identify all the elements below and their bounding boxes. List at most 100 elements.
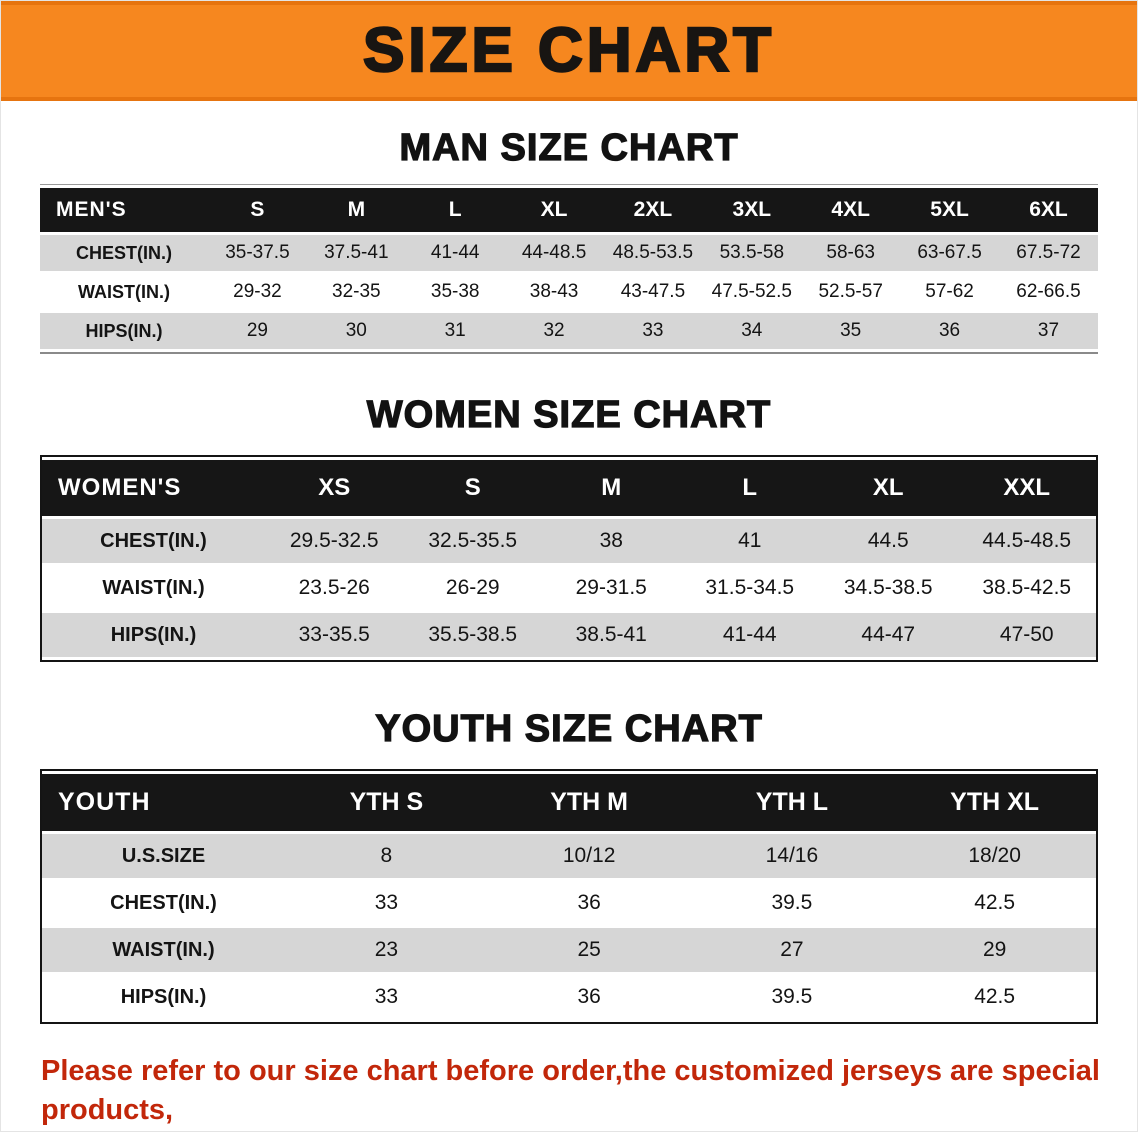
table-title-cell: YOUTH <box>42 774 285 831</box>
size-header-cell: XL <box>819 460 958 516</box>
table-row: WAIST(IN.) 23 25 27 29 <box>42 928 1096 972</box>
value-cell: 35 <box>801 313 901 349</box>
value-cell: 32-35 <box>306 274 406 310</box>
value-cell: 33 <box>285 881 488 925</box>
value-cell: 35.5-38.5 <box>403 613 542 657</box>
value-cell: 33 <box>603 313 703 349</box>
table-row: HIPS(IN.) 33-35.5 35.5-38.5 38.5-41 41-44 44-… <box>42 613 1096 657</box>
value-cell: 41-44 <box>680 613 819 657</box>
value-cell: 42.5 <box>893 975 1096 1019</box>
value-cell: 36 <box>487 881 691 925</box>
row-label-cell: WAIST(IN.) <box>42 928 285 972</box>
row-label-cell: U.S.SIZE <box>42 834 285 878</box>
size-header-cell: S <box>208 188 307 232</box>
size-header-cell: YTH M <box>487 774 691 831</box>
size-header-cell: 5XL <box>900 188 999 232</box>
value-cell: 23.5-26 <box>265 566 404 610</box>
row-label-cell: HIPS(IN.) <box>42 613 265 657</box>
men-section-heading: MAN SIZE CHART <box>399 126 739 169</box>
value-cell: 38 <box>542 519 681 563</box>
value-cell: 29.5-32.5 <box>265 519 404 563</box>
men-table-frame: MEN'S S M L XL 2XL 3XL 4XL 5XL 6XL CHEST(IN.) 35-37… <box>40 184 1098 354</box>
women-size-table: WOMEN'S XS S M L XL XXL CHEST(IN.) 29.5-32.5 32.5… <box>42 457 1096 660</box>
value-cell: 29-32 <box>208 274 307 310</box>
value-cell: 36 <box>487 975 691 1019</box>
value-cell: 44-48.5 <box>504 235 604 271</box>
footer-notice: Please refer to our size chart before or… <box>41 1052 1101 1131</box>
women-table-frame: WOMEN'S XS S M L XL XXL CHEST(IN.) 29.5-32.5 32.5… <box>40 455 1098 662</box>
value-cell: 39.5 <box>690 881 894 925</box>
value-cell: 31 <box>405 313 505 349</box>
size-header-cell: YTH XL <box>893 774 1096 831</box>
value-cell: 27 <box>690 928 894 972</box>
table-row: CHEST(IN.) 33 36 39.5 42.5 <box>42 881 1096 925</box>
women-size-section: WOMEN SIZE CHART WOMEN'S XS S M L XL XXL CHEST(… <box>1 354 1137 662</box>
value-cell: 44-47 <box>819 613 958 657</box>
size-header-cell: XL <box>504 188 604 232</box>
value-cell: 53.5-58 <box>702 235 802 271</box>
row-label-cell: CHEST(IN.) <box>42 881 285 925</box>
size-header-cell: XXL <box>957 460 1096 516</box>
value-cell: 35-37.5 <box>208 235 307 271</box>
value-cell: 41 <box>680 519 819 563</box>
row-label-cell: CHEST(IN.) <box>40 235 208 271</box>
size-header-cell: XS <box>265 460 404 516</box>
value-cell: 30 <box>306 313 406 349</box>
row-label-cell: WAIST(IN.) <box>42 566 265 610</box>
value-cell: 63-67.5 <box>900 235 999 271</box>
row-label-cell: HIPS(IN.) <box>40 313 208 349</box>
value-cell: 44.5-48.5 <box>957 519 1096 563</box>
size-header-cell: 4XL <box>801 188 901 232</box>
size-header-cell: S <box>403 460 542 516</box>
value-cell: 36 <box>900 313 999 349</box>
value-cell: 47-50 <box>957 613 1096 657</box>
value-cell: 29 <box>208 313 307 349</box>
table-header-row: YOUTH YTH S YTH M YTH L YTH XL <box>42 774 1096 831</box>
value-cell: 33 <box>285 975 488 1019</box>
size-header-cell: L <box>405 188 505 232</box>
value-cell: 35-38 <box>405 274 505 310</box>
value-cell: 31.5-34.5 <box>680 566 819 610</box>
size-header-cell: L <box>680 460 819 516</box>
size-header-cell: 3XL <box>702 188 802 232</box>
value-cell: 18/20 <box>893 834 1096 878</box>
value-cell: 52.5-57 <box>801 274 901 310</box>
size-header-cell: M <box>542 460 681 516</box>
notice-line-1: Please refer to our size chart before or… <box>41 1055 1100 1127</box>
banner: SIZE CHART <box>1 1 1137 101</box>
value-cell: 26-29 <box>403 566 542 610</box>
table-row: HIPS(IN.) 33 36 39.5 42.5 <box>42 975 1096 1019</box>
value-cell: 43-47.5 <box>603 274 703 310</box>
men-size-section: MAN SIZE CHART MEN'S S M L XL 2XL 3XL 4XL 5XL 6XL… <box>1 101 1137 354</box>
value-cell: 34.5-38.5 <box>819 566 958 610</box>
size-header-cell: YTH L <box>690 774 894 831</box>
youth-section-heading: YOUTH SIZE CHART <box>375 707 763 750</box>
value-cell: 41-44 <box>405 235 505 271</box>
value-cell: 37 <box>999 313 1098 349</box>
table-header-row: MEN'S S M L XL 2XL 3XL 4XL 5XL 6XL <box>40 188 1098 232</box>
table-row: CHEST(IN.) 35-37.5 37.5-41 41-44 44-48.5 48.5… <box>40 235 1098 271</box>
men-size-table: MEN'S S M L XL 2XL 3XL 4XL 5XL 6XL CHEST(IN.) 35-37… <box>40 185 1098 352</box>
value-cell: 39.5 <box>690 975 894 1019</box>
table-row: CHEST(IN.) 29.5-32.5 32.5-35.5 38 41 44.5 44.5… <box>42 519 1096 563</box>
value-cell: 14/16 <box>690 834 894 878</box>
value-cell: 57-62 <box>900 274 999 310</box>
youth-size-table: YOUTH YTH S YTH M YTH L YTH XL U.S.SIZE 8 10/12… <box>42 771 1096 1022</box>
page-title: SIZE CHART <box>362 16 775 85</box>
value-cell: 33-35.5 <box>265 613 404 657</box>
table-row: WAIST(IN.) 29-32 32-35 35-38 38-43 43-47.5 47.… <box>40 274 1098 310</box>
value-cell: 42.5 <box>893 881 1096 925</box>
value-cell: 62-66.5 <box>999 274 1098 310</box>
value-cell: 29 <box>893 928 1096 972</box>
table-row: HIPS(IN.) 29 30 31 32 33 34 35 36 37 <box>40 313 1098 349</box>
row-label-cell: WAIST(IN.) <box>40 274 208 310</box>
table-title-cell: MEN'S <box>40 188 208 232</box>
youth-size-section: YOUTH SIZE CHART YOUTH YTH S YTH M YTH L YTH… <box>1 662 1137 1024</box>
value-cell: 38-43 <box>504 274 604 310</box>
value-cell: 23 <box>285 928 488 972</box>
value-cell: 10/12 <box>487 834 691 878</box>
value-cell: 32 <box>504 313 604 349</box>
size-header-cell: 2XL <box>603 188 703 232</box>
value-cell: 38.5-41 <box>542 613 681 657</box>
